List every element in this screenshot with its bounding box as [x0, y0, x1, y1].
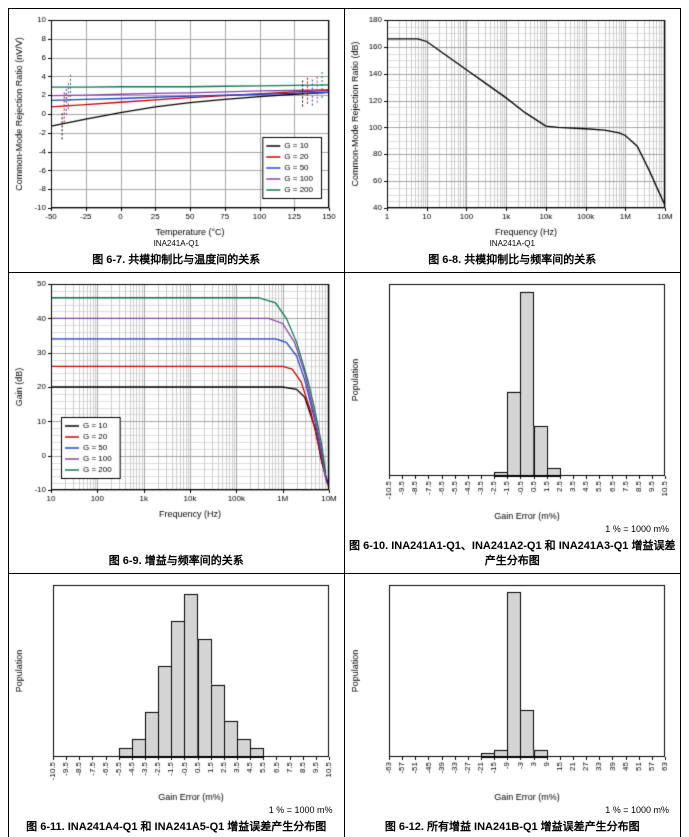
gain-error-histogram-b — [347, 576, 678, 803]
figure-6-10-caption: 图 6-10. INA241A1-Q1、INA241A2-Q1 和 INA241… — [349, 540, 676, 567]
figure-6-11-caption: 图 6-11. INA241A4-Q1 和 INA241A5-Q1 增益误差产生… — [26, 820, 327, 833]
gain-vs-frequency-chart — [11, 276, 342, 521]
figure-6-8-caption: 图 6-8. 共模抑制比与频率间的关系 — [428, 254, 597, 266]
unit-note: 1 % = 1000 m% — [268, 804, 333, 815]
figure-grid: INA241A-Q1 图 6-7. 共模抑制比与温度间的关系 INA241A-Q… — [8, 8, 681, 837]
device-label: INA241A-Q1 — [489, 239, 535, 248]
figure-6-12-cell: 1 % = 1000 m% 图 6-12. 所有增益 INA241B-Q1 增益… — [344, 573, 680, 837]
gain-error-histogram-a4-a5 — [11, 576, 342, 803]
figure-6-9-caption: 图 6-9. 增益与频率间的关系 — [108, 554, 244, 567]
figure-6-7-cell: INA241A-Q1 图 6-7. 共模抑制比与温度间的关系 — [9, 9, 345, 274]
figure-6-9-cell: 图 6-9. 增益与频率间的关系 — [9, 273, 345, 574]
figure-6-7-caption: 图 6-7. 共模抑制比与温度间的关系 — [92, 254, 261, 266]
cmrr-vs-frequency-chart — [347, 12, 678, 238]
device-label: INA241A-Q1 — [153, 239, 199, 248]
unit-note: 1 % = 1000 m% — [605, 804, 669, 815]
gain-error-histogram-a1-a3 — [347, 276, 678, 523]
figure-6-11-cell: 1 % = 1000 m% 图 6-11. INA241A4-Q1 和 INA2… — [9, 573, 345, 837]
figure-6-12-caption: 图 6-12. 所有增益 INA241B-Q1 增益误差产生分布图 — [384, 820, 640, 833]
figure-6-10-cell: 1 % = 1000 m% 图 6-10. INA241A1-Q1、INA241… — [344, 273, 680, 574]
figure-6-8-cell: INA241A-Q1 图 6-8. 共模抑制比与频率间的关系 — [344, 9, 680, 274]
cmrr-vs-temperature-chart — [11, 12, 342, 238]
unit-note: 1 % = 1000 m% — [605, 524, 669, 535]
